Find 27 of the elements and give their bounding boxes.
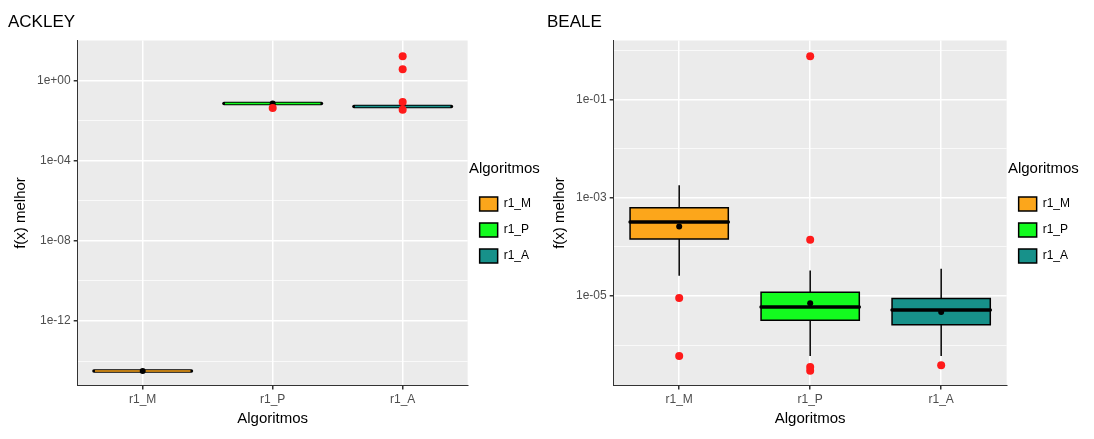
x-tick-label: r1_A [389, 392, 416, 407]
y-tick-label: 1e-05 [575, 288, 608, 303]
y-tick-label: 1e-04 [40, 152, 72, 167]
y-tick-label: 1e-03 [575, 190, 608, 205]
chart-title: ACKLEY [8, 11, 76, 31]
legend-label: r1_P [1042, 222, 1069, 237]
y-axis-title: f(x) melhor [550, 177, 568, 249]
legend-label: r1_M [1042, 196, 1070, 211]
y-tick-label: 1e-12 [40, 313, 72, 328]
legend-label: r1_A [503, 248, 530, 263]
chart-title: BEALE [547, 11, 602, 31]
y-tick-label: 1e-08 [40, 233, 72, 248]
x-tick-label: r1_P [797, 392, 823, 407]
legend-label: r1_P [503, 222, 530, 237]
x-axis-title: Algoritmos [237, 409, 309, 427]
legend-title: Algoritmos [1007, 158, 1079, 176]
x-tick-label: r1_M [665, 392, 693, 407]
legend-title: Algoritmos [468, 158, 540, 176]
y-tick-label: 1e+00 [37, 72, 72, 87]
y-axis-title: f(x) melhor [11, 177, 29, 249]
y-tick-label: 1e-01 [575, 91, 608, 106]
x-tick-label: r1_A [928, 392, 954, 407]
x-axis-title: Algoritmos [774, 409, 846, 427]
legend-label: r1_A [1042, 248, 1069, 263]
x-tick-label: r1_P [260, 392, 286, 407]
x-tick-label: r1_M [129, 392, 157, 407]
legend-label: r1_M [503, 196, 531, 211]
